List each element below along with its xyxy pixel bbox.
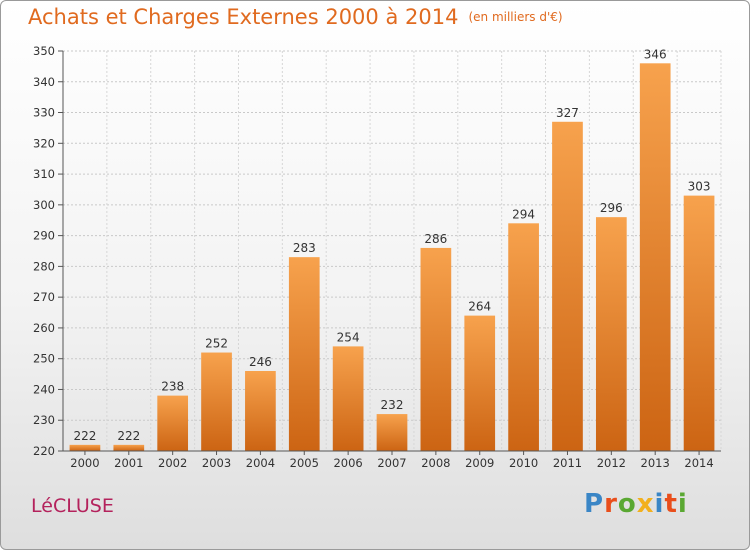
y-tick-label: 290 xyxy=(33,229,55,243)
bar xyxy=(69,444,101,451)
y-tick-label: 330 xyxy=(33,106,55,120)
y-tick-label: 320 xyxy=(33,136,55,150)
place-name: LéCLUSE xyxy=(31,495,114,517)
y-tick-label: 250 xyxy=(33,352,55,366)
bar xyxy=(332,346,364,451)
x-tick-label: 2005 xyxy=(290,456,319,470)
bar xyxy=(420,247,452,451)
bar-value-label: 252 xyxy=(205,337,228,351)
y-tick-label: 350 xyxy=(33,44,55,58)
bar-value-label: 327 xyxy=(556,106,579,120)
bar xyxy=(113,444,145,451)
x-tick-label: 2002 xyxy=(158,456,187,470)
bar-value-label: 303 xyxy=(688,180,711,194)
bar-value-label: 264 xyxy=(468,300,491,314)
brand-letter: i xyxy=(654,489,665,519)
chart-unit: (en milliers d'€) xyxy=(468,10,563,24)
bar-value-label: 222 xyxy=(73,429,96,443)
bar-value-label: 254 xyxy=(337,330,360,344)
x-tick-label: 2001 xyxy=(114,456,143,470)
bar xyxy=(595,217,627,451)
bar xyxy=(683,195,715,451)
y-tick-label: 300 xyxy=(33,198,55,212)
brand-logo: Proxiti xyxy=(584,489,688,519)
y-tick-label: 240 xyxy=(33,382,55,396)
bar xyxy=(288,257,320,451)
chart-title: Achats et Charges Externes 2000 à 2014 xyxy=(28,5,459,29)
chart-header: Achats et Charges Externes 2000 à 2014 (e… xyxy=(28,5,563,29)
x-tick-label: 2012 xyxy=(597,456,626,470)
bar xyxy=(157,395,189,451)
bar xyxy=(245,371,276,451)
y-tick-label: 230 xyxy=(33,413,55,427)
bar-value-label: 286 xyxy=(424,232,447,246)
x-tick-label: 2004 xyxy=(246,456,275,470)
brand-letter: i xyxy=(677,489,688,519)
bar-value-label: 296 xyxy=(600,201,623,215)
x-tick-label: 2003 xyxy=(202,456,231,470)
y-tick-label: 220 xyxy=(33,444,55,458)
bar-value-label: 346 xyxy=(644,47,667,61)
bar xyxy=(508,223,539,451)
x-tick-label: 2013 xyxy=(641,456,670,470)
bar xyxy=(201,352,232,451)
brand-letter: x xyxy=(636,489,655,519)
y-tick-label: 260 xyxy=(33,321,55,335)
bar xyxy=(464,315,496,451)
bar-value-label: 246 xyxy=(249,355,272,369)
bar-value-label: 222 xyxy=(117,429,140,443)
brand-letter: P xyxy=(584,489,605,519)
y-tick-label: 270 xyxy=(33,290,55,304)
bar-value-label: 238 xyxy=(161,380,184,394)
y-tick-label: 280 xyxy=(33,259,55,273)
x-tick-label: 2007 xyxy=(377,456,406,470)
brand-letter: o xyxy=(617,489,637,519)
x-tick-label: 2009 xyxy=(465,456,494,470)
x-tick-label: 2014 xyxy=(684,456,713,470)
y-tick-label: 340 xyxy=(33,75,55,89)
bar xyxy=(376,414,408,451)
bar xyxy=(639,63,671,452)
x-tick-label: 2010 xyxy=(509,456,538,470)
bar-value-label: 283 xyxy=(293,241,316,255)
bar-value-label: 232 xyxy=(381,398,404,412)
x-tick-label: 2006 xyxy=(333,456,362,470)
brand-letter: r xyxy=(604,489,618,519)
x-tick-label: 2011 xyxy=(553,456,582,470)
brand-letter: t xyxy=(664,489,678,519)
x-tick-label: 2008 xyxy=(421,456,450,470)
bar xyxy=(552,121,583,452)
x-tick-label: 2000 xyxy=(70,456,99,470)
bar-value-label: 294 xyxy=(512,207,535,221)
y-tick-label: 310 xyxy=(33,167,55,181)
